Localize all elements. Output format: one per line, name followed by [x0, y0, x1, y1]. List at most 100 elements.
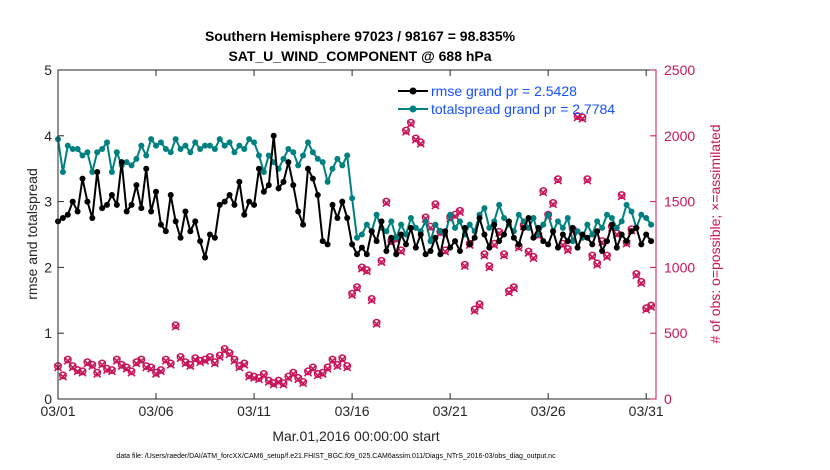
obs-assimilated-point: [475, 301, 484, 310]
rmse-point: [226, 192, 233, 199]
rmse-point: [265, 182, 272, 189]
obs-assimilated-markers: [53, 113, 656, 389]
rmse-point: [471, 234, 478, 241]
obs-possible-point: [353, 283, 361, 292]
totalspread-point: [334, 155, 341, 162]
rmse-point: [197, 238, 204, 245]
obs-assimilated-point: [63, 356, 72, 365]
rmse-point: [138, 205, 145, 212]
rmse-point: [422, 251, 429, 258]
totalspread-point: [177, 145, 184, 152]
obs-assimilated-point: [151, 369, 161, 379]
rmse-point: [417, 231, 424, 238]
obs-assimilated-point: [343, 363, 352, 372]
x-tick-labels: 03/01 03/06 03/11 03/16 03/21 03/26 03/31: [40, 403, 663, 419]
obs-possible-point: [372, 318, 381, 327]
obs-assimilated-point: [367, 296, 376, 305]
obs-assimilated-point: [583, 176, 592, 185]
obs-possible-point: [220, 345, 229, 353]
totalspread-point: [295, 162, 302, 169]
obs-possible-point: [313, 370, 322, 378]
totalspread-point: [628, 208, 635, 215]
obs-assimilated-point: [186, 362, 195, 371]
rmse-point: [388, 234, 395, 241]
rmse-point: [574, 244, 581, 251]
rmse-point: [319, 238, 326, 245]
obs-possible-point: [147, 363, 156, 372]
x-tick-label: 03/26: [531, 403, 566, 419]
obs-assimilated-point: [117, 362, 126, 371]
totalspread-point: [157, 139, 164, 146]
totalspread-point: [138, 142, 145, 149]
totalspread-point: [314, 155, 321, 162]
totalspread-point: [432, 221, 439, 228]
rmse-point: [108, 192, 115, 199]
rmse-point: [368, 228, 375, 235]
obs-possible-point: [402, 126, 410, 135]
totalspread-point: [251, 139, 258, 146]
rmse-point: [99, 205, 106, 212]
obs-possible-point: [509, 283, 518, 292]
totalspread-point: [422, 218, 429, 225]
totalspread-point: [618, 218, 625, 225]
rmse-point: [344, 215, 351, 222]
obs-assimilated-point: [588, 252, 597, 261]
rmse-point: [354, 251, 360, 258]
obs-assimilated-point: [181, 359, 190, 368]
totalspread-point: [648, 221, 655, 228]
totalspread-point: [123, 159, 130, 166]
rmse-point: [594, 228, 601, 235]
obs-assimilated-point: [333, 362, 342, 371]
obs-assimilated-point: [372, 319, 381, 329]
obs-assimilated-point: [323, 364, 332, 373]
rmse-point: [221, 198, 228, 205]
totalspread-point: [486, 224, 493, 231]
obs-possible-point: [455, 206, 464, 215]
totalspread-point: [481, 205, 488, 212]
obs-possible-point: [563, 245, 572, 253]
totalspread-point: [339, 162, 346, 169]
obs-assimilated-point: [230, 356, 239, 365]
totalspread-point: [304, 139, 311, 146]
totalspread-point: [412, 224, 419, 231]
y-tick-label: 5: [44, 62, 52, 78]
totalspread-point: [265, 152, 272, 159]
totalspread-point: [290, 149, 297, 156]
totalspread-point: [599, 224, 606, 231]
obs-assimilated-point: [617, 192, 626, 201]
totalspread-point: [182, 142, 189, 149]
rmse-point: [329, 201, 336, 208]
totalspread-series: [55, 136, 655, 245]
totalspread-point: [113, 149, 120, 156]
totalspread-point: [447, 211, 454, 218]
totalspread-point: [515, 211, 522, 218]
obs-possible-point: [411, 134, 420, 143]
obs-possible-point: [617, 191, 626, 199]
totalspread-point: [388, 218, 395, 225]
rmse-point: [211, 234, 218, 241]
obs-assimilated-point: [509, 284, 518, 293]
rmse-point: [339, 198, 346, 205]
rmse-point: [540, 238, 547, 245]
rmse-point: [74, 208, 81, 215]
rmse-point: [545, 241, 552, 248]
obs-possible-point: [406, 118, 415, 127]
totalspread-point: [69, 145, 76, 152]
obs-assimilated-point: [632, 271, 641, 280]
obs-possible-point: [156, 366, 165, 374]
obs-assimilated-point: [578, 114, 587, 123]
obs-possible-point: [107, 366, 116, 374]
rmse-point: [241, 211, 248, 218]
rmse-point: [64, 211, 71, 218]
totalspread-point: [623, 201, 630, 208]
totalspread-point: [559, 224, 566, 231]
obs-possible-point: [549, 198, 558, 207]
obs-assimilated-point: [338, 355, 347, 364]
obs-possible-point: [554, 175, 562, 184]
totalspread-point: [309, 149, 316, 156]
totalspread-point: [197, 145, 204, 152]
obs-assimilated-point: [460, 262, 469, 271]
rmse-point: [216, 201, 223, 208]
obs-assimilated-point: [171, 322, 180, 331]
totalspread-point: [153, 142, 160, 149]
